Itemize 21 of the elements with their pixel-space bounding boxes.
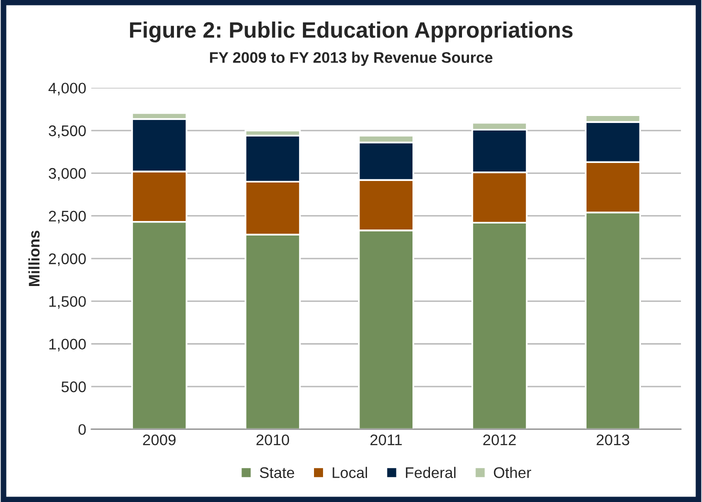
y-tick-label: 2,000 <box>48 253 86 266</box>
y-tick-label: 3,500 <box>48 125 86 138</box>
chart-subtitle: FY 2009 to FY 2013 by Revenue Source <box>210 52 492 66</box>
y-tick-label: 500 <box>62 381 86 392</box>
y-tick-label: 3,000 <box>48 168 86 181</box>
legend-label: Federal <box>406 466 456 478</box>
y-tick-label: 1,000 <box>49 338 86 352</box>
x-tick-label: 2013 <box>596 434 630 446</box>
x-tick-label: 2009 <box>143 434 176 446</box>
y-tick-label: 1,500 <box>49 296 86 309</box>
y-axis-title: Millions <box>28 230 40 286</box>
legend-label: State <box>260 467 294 478</box>
y-tick-label: 0 <box>78 424 86 435</box>
y-tick-label: 2,500 <box>48 210 86 224</box>
x-tick-label: 2010 <box>256 434 290 446</box>
chart-title: Figure 2: Public Education Appropriations <box>130 22 573 42</box>
x-tick-label: 2011 <box>370 434 402 446</box>
legend-label: Other <box>494 466 532 478</box>
y-tick-label: 4,000 <box>48 82 86 96</box>
x-tick-label: 2012 <box>483 434 516 446</box>
legend-label: Local <box>332 466 368 478</box>
